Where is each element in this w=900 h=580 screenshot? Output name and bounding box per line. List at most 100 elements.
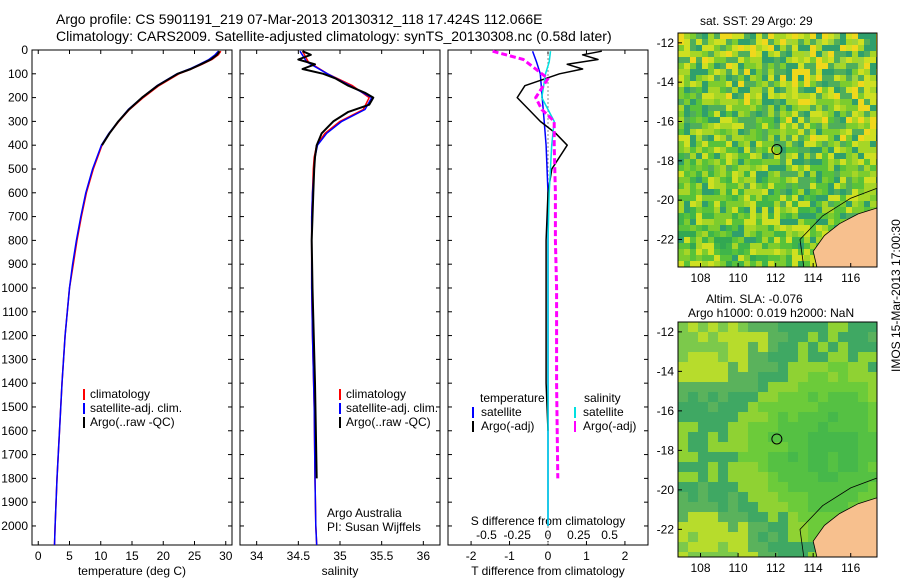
map-cell [816, 213, 822, 219]
map-cell [732, 147, 738, 153]
map-cell [702, 189, 708, 195]
map-cell [808, 422, 818, 432]
map-cell [714, 231, 720, 237]
map-cell [678, 99, 684, 105]
map-cell [756, 45, 762, 51]
map-cell [762, 213, 768, 219]
y-tick-label: 1100 [2, 305, 28, 319]
map-frame [677, 32, 878, 268]
argo-position-marker [771, 143, 783, 155]
map-cell [846, 63, 852, 69]
sst-map-title: sat. SST: 29 Argo: 29 [700, 14, 813, 28]
map-cell [828, 75, 834, 81]
map-cell [720, 207, 726, 213]
map-cell [768, 75, 774, 81]
map-cell [720, 135, 726, 141]
map-cell [780, 219, 786, 225]
map-cell [774, 33, 780, 39]
map-cell [738, 105, 744, 111]
map-cell [678, 352, 688, 362]
map-cell [846, 201, 852, 207]
map-cell [788, 472, 798, 482]
map-cell [732, 51, 738, 57]
map-cell [804, 75, 810, 81]
map-cell [828, 33, 834, 39]
y-tick-label: -22 [657, 232, 675, 246]
map-cell [726, 177, 732, 183]
map-cell [846, 117, 852, 123]
map-cell [718, 462, 728, 472]
map-cell [726, 165, 732, 171]
map-cell [858, 135, 864, 141]
map-cell [804, 249, 810, 255]
map-cell [788, 482, 798, 492]
map-cell [714, 51, 720, 57]
map-cell [778, 512, 788, 522]
map-cell [768, 261, 774, 267]
map-cell [756, 147, 762, 153]
map-cell [786, 117, 792, 123]
map-cell [852, 147, 858, 153]
map-cell [870, 129, 876, 135]
map-cell [868, 392, 877, 402]
map-cell [750, 201, 756, 207]
map-cell [714, 147, 720, 153]
map-cell [728, 382, 738, 392]
map-cell [838, 382, 848, 392]
map-cell [838, 332, 848, 342]
map-cell [798, 87, 804, 93]
map-cell [852, 195, 858, 201]
map-cell [858, 432, 868, 442]
map-cell [708, 159, 714, 165]
plot-frame [239, 49, 441, 546]
map-cell [756, 81, 762, 87]
map-cell [750, 135, 756, 141]
map-cell [696, 33, 702, 39]
map-cell [690, 111, 696, 117]
map-cell [792, 117, 798, 123]
map-cell [828, 362, 838, 372]
map-cell [756, 255, 762, 261]
map-cell [718, 362, 728, 372]
map-cell [828, 402, 838, 412]
map-cell [750, 45, 756, 51]
map-cell [780, 249, 786, 255]
map-cell [846, 129, 852, 135]
map-cell [684, 207, 690, 213]
map-cell [774, 87, 780, 93]
map-cell [858, 402, 868, 412]
map-cell [714, 195, 720, 201]
map-cell [688, 532, 698, 542]
x-tick-label: 112 [766, 271, 785, 285]
map-cell [732, 33, 738, 39]
map-cell [838, 372, 848, 382]
map-cell [810, 111, 816, 117]
map-cell [780, 69, 786, 75]
map-cell [798, 522, 808, 532]
map-cell [792, 225, 798, 231]
map-cell [828, 462, 838, 472]
map-cell [798, 171, 804, 177]
map-cell [864, 105, 870, 111]
map-cell [864, 63, 870, 69]
map-cell [786, 219, 792, 225]
map-cell [696, 261, 702, 267]
map-cell [840, 57, 846, 63]
map-cell [798, 75, 804, 81]
map-cell [684, 87, 690, 93]
map-cell [846, 183, 852, 189]
map-cell [774, 243, 780, 249]
map-cell [726, 129, 732, 135]
map-cell [828, 189, 834, 195]
map-cell [688, 542, 698, 552]
map-cell [870, 51, 876, 57]
map-cell [792, 39, 798, 45]
map-cell [810, 63, 816, 69]
map-cell [750, 183, 756, 189]
map-cell [846, 135, 852, 141]
map-cell [858, 93, 864, 99]
map-cell [828, 117, 834, 123]
map-cell [834, 75, 840, 81]
map-cell [834, 195, 840, 201]
map-cell [732, 261, 738, 267]
